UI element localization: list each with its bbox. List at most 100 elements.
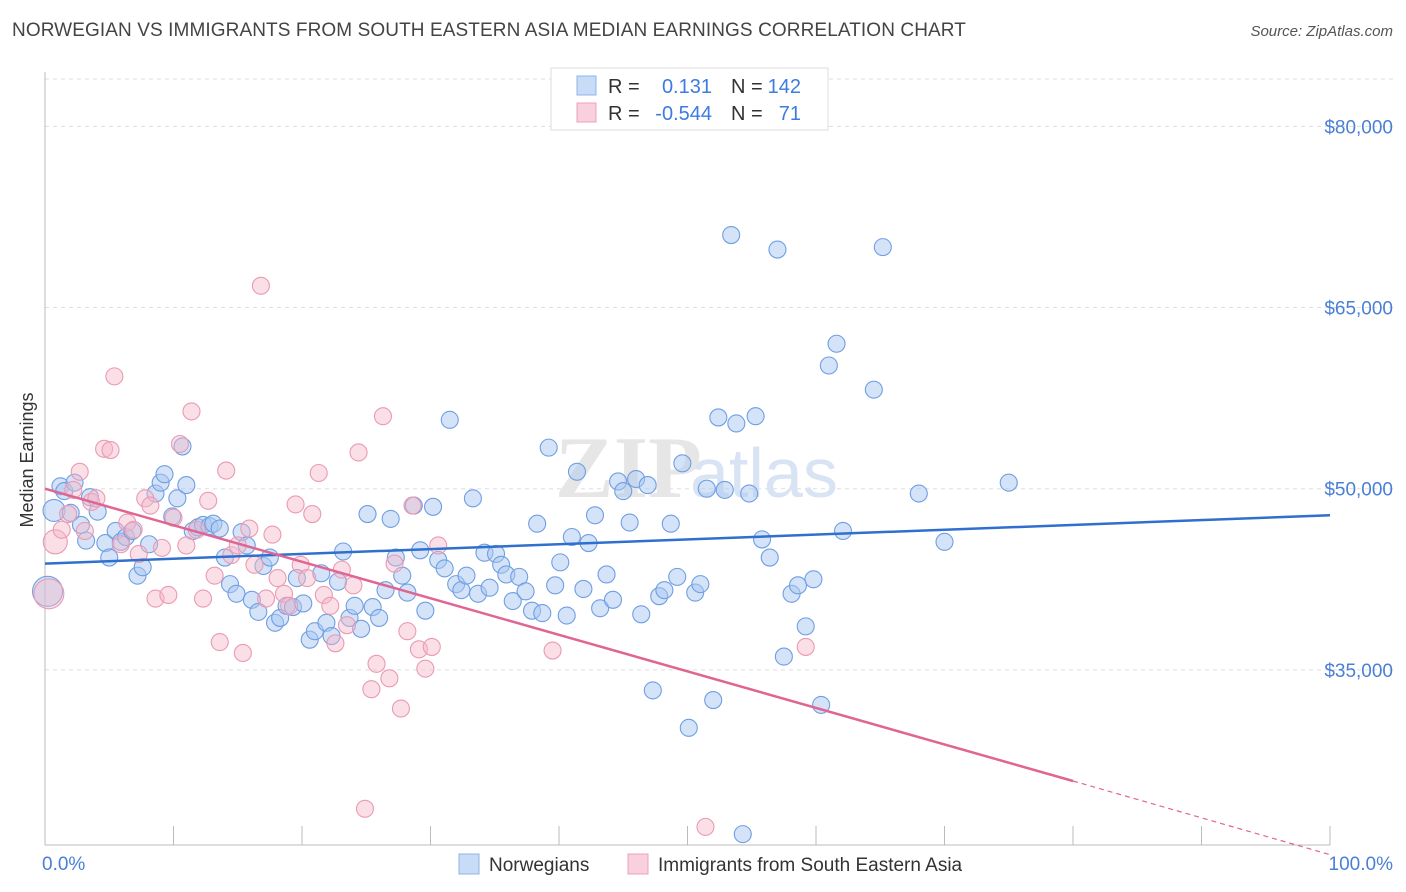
data-point-immigrants: [373, 407, 393, 426]
data-point-norwegians: [597, 565, 616, 584]
data-point-immigrants: [362, 680, 381, 699]
data-point-norwegians: [562, 527, 581, 547]
data-point-immigrants: [403, 496, 422, 515]
data-point-norwegians: [358, 505, 377, 524]
data-point-norwegians: [386, 548, 405, 567]
data-point-norwegians: [704, 691, 723, 710]
data-point-immigrants: [256, 589, 276, 608]
data-point-immigrants: [367, 654, 386, 673]
x-tick-labels: 0.0% 100.0%: [42, 854, 1393, 875]
data-point-immigrants: [303, 505, 322, 524]
data-point-norwegians: [691, 575, 710, 594]
data-point-immigrants: [141, 496, 160, 515]
data-point-norwegians: [697, 479, 716, 498]
legend-r-value-1: 0.131: [662, 76, 712, 98]
data-point-norwegians: [715, 480, 734, 499]
data-point-immigrants: [124, 520, 143, 539]
data-point-immigrants: [355, 799, 375, 818]
data-point-norwegians: [614, 482, 633, 501]
data-point-norwegians: [673, 454, 692, 473]
data-point-norwegians: [752, 530, 772, 549]
data-point-norwegians: [709, 408, 728, 427]
legend-n-label-2: N =: [731, 103, 763, 125]
legend-r-value-2: -0.544: [655, 103, 712, 125]
data-point-norwegians: [655, 581, 674, 600]
data-point-norwegians: [210, 519, 229, 538]
data-point-norwegians: [155, 465, 174, 484]
data-point-immigrants: [326, 634, 345, 653]
data-point-norwegians: [528, 514, 547, 533]
data-point-immigrants: [337, 616, 357, 635]
data-point-norwegians: [463, 489, 482, 508]
data-point-immigrants: [233, 643, 252, 663]
data-point-norwegians: [722, 226, 741, 245]
legend-n-value-1: 142: [768, 76, 801, 98]
data-point-norwegians: [381, 509, 400, 528]
data-point-norwegians: [370, 608, 389, 627]
data-point-norwegians: [503, 591, 522, 611]
data-point-immigrants: [129, 544, 148, 563]
data-point-immigrants: [177, 536, 196, 555]
data-point-immigrants: [349, 443, 368, 462]
data-point-norwegians: [352, 619, 371, 638]
trend-line-norwegians: [44, 514, 1331, 565]
data-point-norwegians: [123, 521, 142, 541]
data-point-immigrants: [205, 566, 224, 585]
data-point-immigrants: [240, 519, 259, 538]
series-immigrants: [33, 276, 815, 836]
watermark-atlas: atlas: [690, 434, 838, 512]
data-point-norwegians: [591, 599, 610, 618]
data-point-norwegians: [516, 582, 535, 601]
data-point-immigrants: [416, 659, 435, 678]
data-point-norwegians: [760, 548, 779, 567]
data-point-norwegians: [100, 548, 119, 567]
data-point-immigrants: [111, 535, 130, 554]
data-point-norwegians: [804, 570, 823, 589]
bottom-legend-label-norwegians: Norwegians: [489, 855, 589, 876]
data-point-norwegians: [551, 553, 570, 572]
bottom-legend-swatch-blue: [458, 853, 480, 875]
data-point-norwegians: [638, 476, 657, 495]
data-point-norwegians: [935, 532, 954, 551]
data-point-norwegians: [249, 602, 268, 621]
data-point-norwegians: [567, 462, 587, 481]
bottom-legend-label-immigrants: Immigrants from South Eastern Asia: [658, 855, 963, 876]
data-point-immigrants: [280, 596, 299, 615]
data-point-immigrants: [429, 536, 448, 555]
data-point-norwegians: [661, 514, 680, 533]
data-point-norwegians: [727, 414, 746, 433]
data-point-norwegians: [833, 521, 853, 541]
y-tick-labels: $35,000 $50,000 $65,000 $80,000: [1324, 117, 1393, 682]
trend-lines: [44, 487, 1331, 856]
data-point-immigrants: [263, 525, 282, 544]
data-point-immigrants: [182, 402, 201, 421]
bottom-legend-swatch-pink: [627, 853, 649, 875]
data-point-norwegians: [557, 606, 576, 625]
data-point-immigrants: [309, 463, 328, 483]
data-point-immigrants: [194, 589, 213, 608]
data-point-immigrants: [321, 596, 340, 615]
legend-r-label-1: R =: [608, 76, 640, 98]
data-point-norwegians: [574, 579, 593, 598]
data-point-norwegians: [424, 497, 443, 516]
data-point-immigrants: [391, 699, 410, 718]
data-point-immigrants: [118, 513, 137, 532]
data-point-immigrants: [217, 461, 236, 480]
data-point-immigrants: [210, 633, 229, 652]
data-point-norwegians: [603, 590, 623, 609]
series-norwegians: [32, 226, 1018, 844]
x-tick-label: 100.0%: [1329, 854, 1394, 875]
data-point-immigrants: [101, 440, 120, 460]
y-axis-label: Median Earnings: [17, 392, 37, 527]
y-tick-label: $65,000: [1324, 299, 1393, 320]
data-point-norwegians: [827, 334, 846, 353]
data-point-immigrants: [422, 637, 441, 656]
data-point-immigrants: [398, 622, 417, 641]
data-point-immigrants: [298, 569, 317, 588]
data-point-immigrants: [42, 529, 68, 555]
data-point-norwegians: [345, 596, 364, 615]
data-point-norwegians: [168, 489, 187, 508]
data-point-norwegians: [65, 473, 84, 492]
data-point-norwegians: [294, 594, 313, 613]
